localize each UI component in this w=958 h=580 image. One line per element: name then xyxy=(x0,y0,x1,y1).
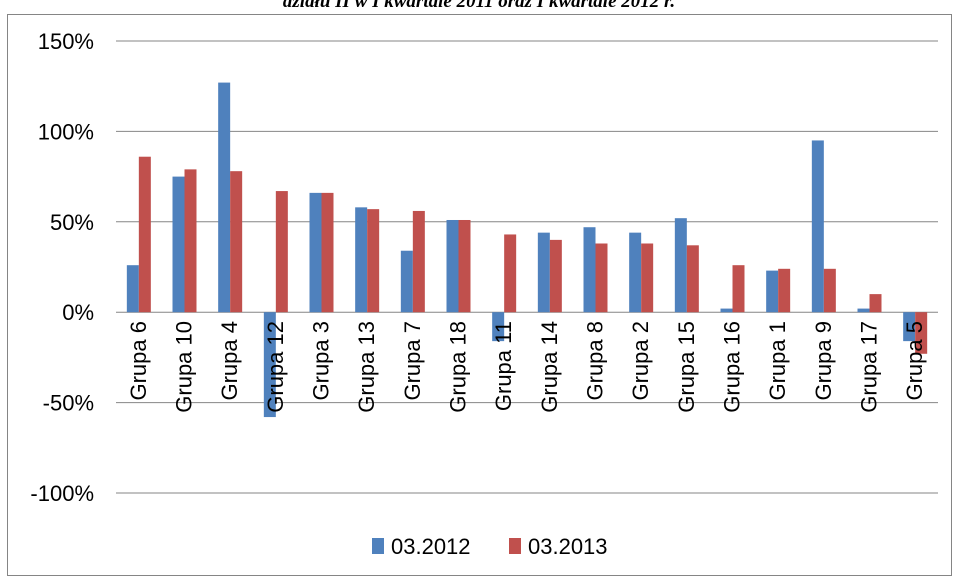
bar xyxy=(492,312,505,342)
bar xyxy=(138,156,151,313)
chart-area xyxy=(7,14,952,576)
legend-label: 03.2013 xyxy=(528,534,608,559)
y-tick-label: -50% xyxy=(43,391,94,416)
x-tick-label: Grupa 1 xyxy=(765,321,790,401)
bar xyxy=(766,270,779,313)
x-tick-label: Grupa 9 xyxy=(811,321,836,401)
y-tick-label: 150% xyxy=(38,29,94,54)
x-tick-label: Grupa 6 xyxy=(126,321,151,401)
x-tick-label: Grupa 11 xyxy=(491,321,516,411)
x-tick-label: Grupa 13 xyxy=(354,321,379,413)
bar xyxy=(218,82,231,313)
bar xyxy=(811,140,824,313)
y-tick-label: 0% xyxy=(62,300,94,325)
bars xyxy=(126,82,928,418)
legend-swatch xyxy=(509,538,521,554)
bar xyxy=(641,243,654,313)
x-tick-label: Grupa 4 xyxy=(217,321,242,401)
x-tick-label: Grupa 16 xyxy=(720,321,745,413)
x-axis-labels: Grupa 6 Grupa 10 Grupa 4 Grupa 12 Grupa 3 Gru… xyxy=(126,321,927,413)
bar xyxy=(275,191,288,313)
y-tick-label: 50% xyxy=(50,210,94,235)
bar xyxy=(230,171,243,313)
bar xyxy=(309,192,322,313)
x-tick-label: Grupa 7 xyxy=(400,321,425,401)
bar xyxy=(184,169,197,313)
legend: 03.2012 03.2013 xyxy=(372,534,608,559)
x-tick-label: Grupa 3 xyxy=(309,321,334,401)
bar xyxy=(915,312,928,354)
y-tick-label: -100% xyxy=(30,481,94,506)
legend-swatch xyxy=(372,538,384,554)
legend-label: 03.2012 xyxy=(391,534,471,559)
gridlines xyxy=(116,40,938,494)
chart-caption: działu II w I kwartale 2011 oraz I kwart… xyxy=(282,0,676,12)
bar xyxy=(172,176,185,313)
bar xyxy=(732,265,745,313)
bar xyxy=(263,312,276,418)
x-tick-label: Grupa 17 xyxy=(857,321,882,413)
bar xyxy=(458,219,471,313)
bar xyxy=(595,243,608,313)
x-tick-label: Grupa 12 xyxy=(263,321,288,413)
bar xyxy=(778,268,791,313)
bar xyxy=(686,245,699,313)
x-tick-label: Grupa 10 xyxy=(172,321,197,413)
bar xyxy=(504,234,517,313)
bar xyxy=(903,312,916,342)
bar xyxy=(583,227,596,313)
x-tick-label: Grupa 15 xyxy=(674,321,699,413)
bar xyxy=(720,308,733,313)
y-axis-labels: -100% -50% 0% 50% 100% 150% xyxy=(30,29,94,506)
bar xyxy=(400,250,413,313)
bar xyxy=(412,210,425,313)
x-tick-label: Grupa 18 xyxy=(446,321,471,413)
x-tick-label: Grupa 2 xyxy=(628,321,653,401)
bar xyxy=(355,207,368,313)
bar xyxy=(446,219,459,313)
bar xyxy=(823,268,836,313)
bar xyxy=(549,239,562,313)
bar xyxy=(629,232,642,313)
bar xyxy=(321,192,334,313)
x-tick-label: Grupa 14 xyxy=(537,321,562,413)
bar xyxy=(674,218,687,313)
bar xyxy=(869,294,882,313)
bar xyxy=(126,265,139,313)
bar xyxy=(537,232,550,313)
bar xyxy=(857,308,870,313)
bar xyxy=(367,209,380,313)
x-tick-label: Grupa 8 xyxy=(583,321,608,401)
x-tick-label: Grupa 5 xyxy=(902,321,927,401)
y-tick-label: 100% xyxy=(38,119,94,144)
